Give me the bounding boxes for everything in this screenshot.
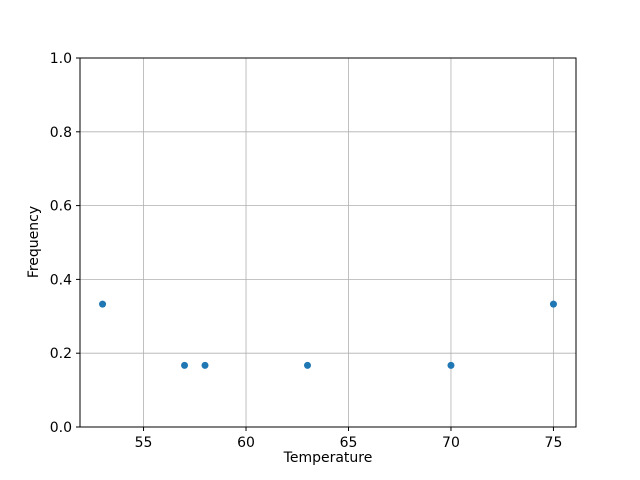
y-tick-label: 0.0	[50, 420, 72, 436]
scatter-point	[99, 300, 107, 308]
scatter-point	[201, 361, 209, 369]
x-tick-label: 55	[135, 435, 153, 451]
y-tick-label: 1.0	[50, 51, 72, 67]
y-tick-label: 0.4	[50, 272, 72, 288]
scatter-point	[181, 361, 189, 369]
y-tick-label: 0.2	[50, 346, 72, 362]
y-tick-label: 0.8	[50, 125, 72, 141]
scatter-point	[549, 300, 557, 308]
x-tick-label: 60	[237, 435, 255, 451]
x-tick-label: 65	[340, 435, 358, 451]
y-tick-label: 0.6	[50, 199, 72, 215]
plot-border	[79, 57, 577, 428]
x-tick-label: 75	[545, 435, 563, 451]
y-axis-label: Frequency	[26, 206, 42, 278]
scatter-point	[447, 361, 455, 369]
scatter-point	[304, 361, 312, 369]
x-axis-label: Temperature	[283, 450, 373, 466]
x-tick-label: 70	[442, 435, 460, 451]
